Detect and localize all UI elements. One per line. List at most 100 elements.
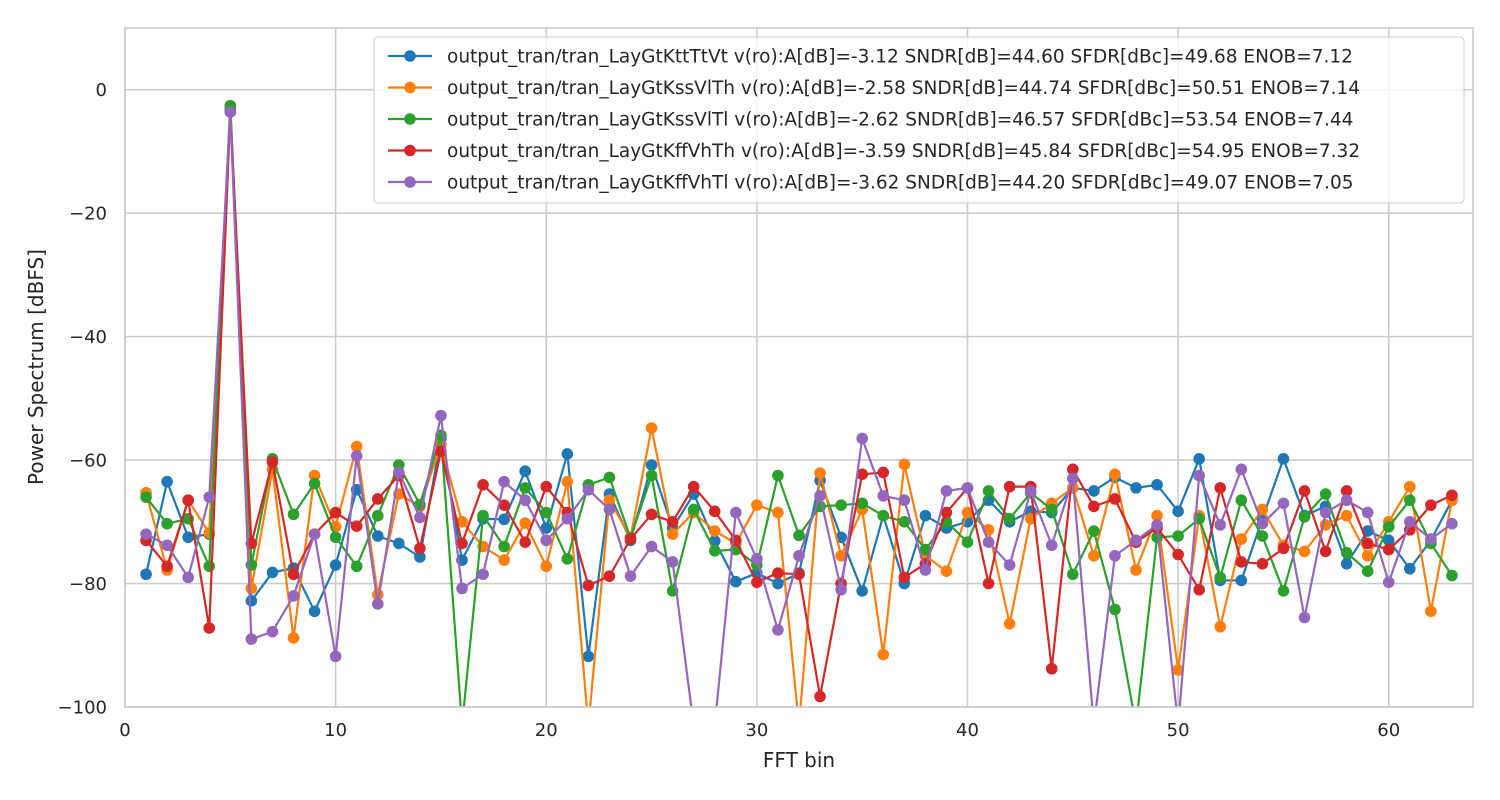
data-point [1404,494,1416,507]
y-tick-label: 0 [96,80,107,101]
data-point [498,475,510,488]
data-point [1003,559,1016,571]
data-point [624,533,637,545]
x-tick-label: 50 [1167,720,1190,741]
data-point [498,554,510,566]
data-point [751,553,763,565]
data-point [245,595,258,607]
data-point [540,506,553,519]
data-point [772,506,784,519]
data-point [350,449,363,462]
data-point [1340,485,1353,497]
data-point [477,568,489,581]
data-point [645,508,658,521]
data-point [877,648,890,661]
data-point [814,490,826,502]
data-point [1361,537,1374,550]
data-point [1214,620,1227,633]
data-point [898,516,911,528]
data-point [435,409,447,422]
data-point [1277,585,1290,597]
data-point [1277,497,1290,510]
data-point [772,469,784,482]
data-point [1109,468,1121,481]
data-point [645,422,658,434]
data-point [582,483,595,496]
data-point [730,575,742,588]
legend-label: output_tran/tran_LayGtKttTtVt v(ro):A[dB… [447,47,1353,68]
data-point [1235,533,1248,545]
data-point [1425,533,1437,545]
data-point [414,542,426,555]
data-point [140,491,152,503]
data-point [1214,482,1227,494]
data-point [793,549,805,562]
data-point [1298,545,1311,558]
data-point [877,509,890,522]
data-point [1404,562,1416,575]
data-point [1340,509,1353,522]
data-point [1425,605,1437,618]
data-point [182,531,194,544]
data-point [666,528,679,540]
legend-marker [404,50,416,62]
data-point [266,456,279,468]
data-point [498,499,510,511]
data-point [1382,576,1395,589]
x-tick-label: 0 [119,720,130,741]
data-point [287,508,300,521]
data-point [898,494,911,507]
data-point [1193,453,1205,465]
data-point [1235,494,1248,507]
data-point [245,633,258,645]
data-point [856,432,868,445]
data-point [182,571,194,584]
data-point [1446,569,1458,582]
data-point [1172,548,1184,561]
data-point [1109,493,1121,505]
data-point [161,539,173,552]
data-point [898,571,911,584]
data-point [371,493,384,505]
data-point [561,512,574,525]
data-point [1319,506,1332,519]
data-point [1235,556,1248,568]
data-point [940,506,953,519]
data-point [1340,557,1353,570]
data-point [582,579,595,592]
y-axis-title: Power Spectrum [dBFS] [24,249,48,485]
data-point [1088,485,1100,497]
legend-marker [404,176,416,188]
data-point [498,540,510,553]
data-point [203,622,216,634]
plot-frame [124,27,1474,708]
legend-frame [373,36,1465,204]
data-point [1172,664,1184,676]
data-point [308,528,321,540]
data-point [1235,574,1248,587]
data-point [1256,517,1269,530]
data-point [414,551,426,563]
data-point [666,516,679,528]
data-point [519,494,531,507]
legend-label: output_tran/tran_LayGtKffVhTl v(ro):A[dB… [447,173,1354,194]
data-point [1024,485,1037,497]
data-point [708,505,721,518]
data-point [329,506,342,519]
data-point [519,482,531,494]
data-point [708,545,721,557]
data-point [1382,543,1395,556]
data-point [540,560,553,573]
data-point [498,513,510,526]
data-point [708,525,721,537]
data-point [603,494,616,507]
data-point [1088,549,1100,562]
data-point [1045,662,1058,675]
data-point [1151,519,1163,531]
data-point [645,459,658,471]
data-point [835,549,847,562]
legend: output_tran/tran_LayGtKttTtVt v(ro):A[dB… [373,36,1465,204]
data-point [919,564,932,576]
data-point [1067,463,1079,476]
